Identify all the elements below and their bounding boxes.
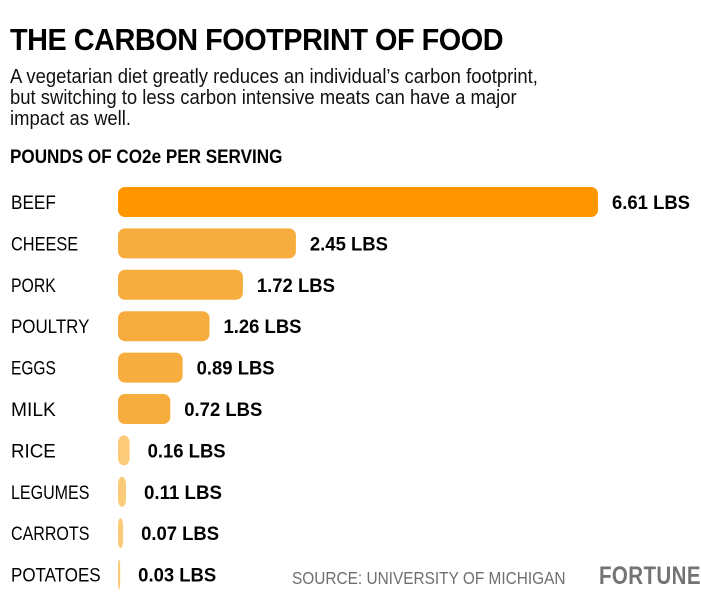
bar [118, 228, 296, 259]
bar-row: CARROTS 0.07 LBS [11, 518, 219, 549]
category-label: PORK [11, 276, 56, 297]
category-label: MILK [11, 400, 56, 421]
value-label: 1.26 LBS [223, 317, 301, 338]
bar [118, 352, 183, 383]
value-label: 2.45 LBS [310, 234, 388, 255]
bar [118, 476, 126, 507]
bar-row: BEEF 6.61 LBS [11, 187, 690, 217]
bar-row: CHEESE 2.45 LBS [11, 228, 388, 259]
bar-row: EGGS 0.89 LBS [11, 352, 275, 383]
chart-subtitle: A vegetarian diet greatly reduces an ind… [10, 66, 631, 129]
category-label: BEEF [11, 193, 56, 214]
bar [118, 518, 124, 549]
category-label: CARROTS [11, 524, 89, 545]
value-label: 0.16 LBS [148, 441, 226, 462]
category-label: LEGUMES [11, 483, 89, 504]
value-label: 0.11 LBS [144, 483, 222, 504]
bar [118, 311, 210, 342]
bar [118, 394, 171, 424]
bar [118, 269, 243, 300]
value-label: 1.72 LBS [257, 276, 335, 297]
bar [118, 559, 121, 590]
value-label: 6.61 LBS [612, 193, 690, 214]
bar-row: RICE 0.16 LBS [11, 435, 226, 466]
fortune-logo: FORTUNE [599, 562, 701, 590]
value-label: 0.07 LBS [141, 524, 219, 545]
category-label: POTATOES [11, 566, 101, 587]
bar [118, 435, 130, 466]
value-label: 0.03 LBS [138, 566, 216, 587]
bar-row: MILK 0.72 LBS [11, 394, 262, 424]
subtitle-line: impact as well. [10, 107, 131, 130]
category-label: POULTRY [11, 317, 90, 338]
bar-row: LEGUMES 0.11 LBS [11, 476, 222, 507]
bar-row: POTATOES 0.03 LBS [11, 559, 216, 590]
value-label: 0.72 LBS [184, 400, 262, 421]
bar-row: POULTRY 1.26 LBS [11, 311, 301, 342]
bar [118, 187, 598, 217]
source-note: SOURCE: UNIVERSITY OF MICHIGAN [292, 568, 566, 588]
subtitle-line: A vegetarian diet greatly reduces an ind… [10, 65, 538, 88]
subtitle-line: but switching to less carbon intensive m… [10, 86, 517, 109]
category-label: EGGS [11, 359, 56, 380]
value-label: 0.89 LBS [197, 359, 275, 380]
units-label: POUNDS OF CO2e PER SERVING [10, 147, 283, 168]
category-label: RICE [11, 441, 56, 462]
chart-title: THE CARBON FOOTPRINT OF FOOD [10, 22, 504, 57]
bar-row: PORK 1.72 LBS [11, 269, 335, 300]
category-label: CHEESE [11, 234, 78, 255]
